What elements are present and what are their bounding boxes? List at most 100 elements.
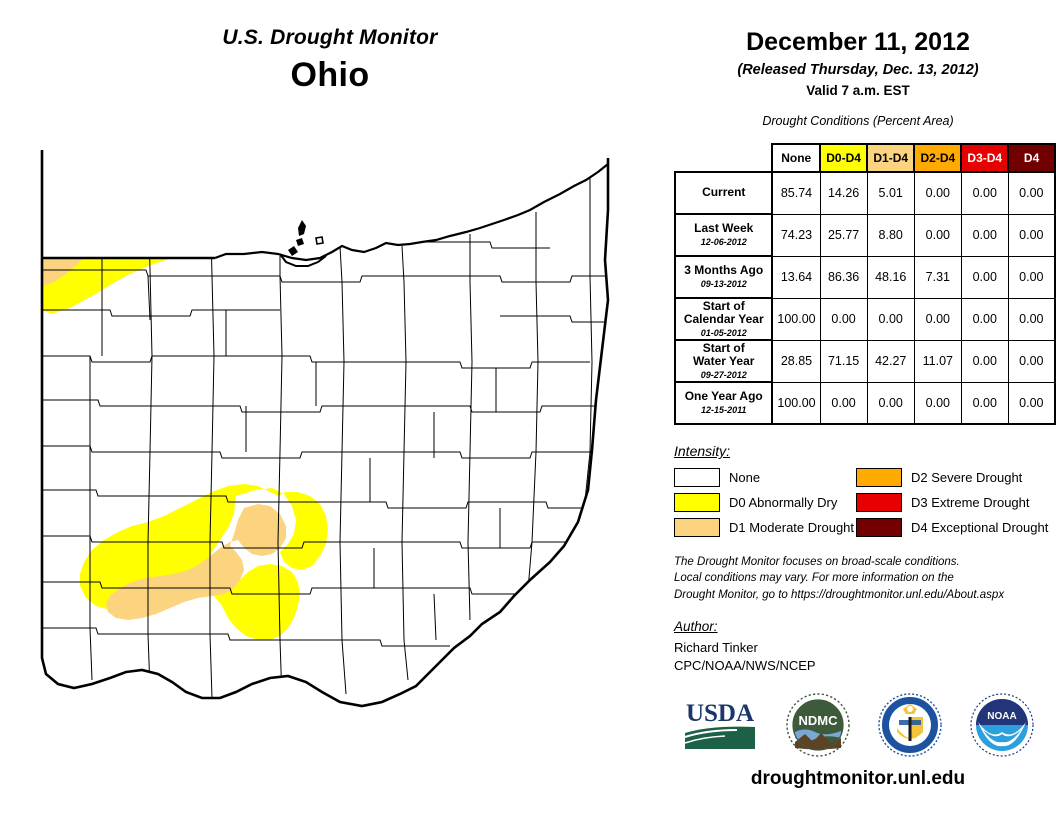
legend-item-d2[interactable]: D2 Severe Drought [856, 468, 1050, 487]
page-title: U.S. Drought Monitor [222, 26, 438, 49]
table-cell: 0.00 [960, 339, 1009, 383]
map-panel: U.S. Drought Monitor Ohio [0, 26, 660, 710]
state-name: Ohio [290, 56, 370, 94]
table-cell: 0.00 [913, 297, 962, 341]
usda-logo-text: USDA [686, 700, 754, 727]
legend-item-d1[interactable]: D1 Moderate Drought [674, 518, 856, 537]
legend-label-d3: D3 Extreme Drought [911, 495, 1030, 510]
ndmc-logo-text: NDMC [799, 713, 839, 728]
table-cell: 85.74 [771, 171, 821, 215]
table-cell: 42.27 [866, 339, 915, 383]
table-row-label: One Year Ago 12-15-2011 [673, 381, 774, 425]
legend-swatch-d2 [856, 468, 902, 487]
table-cell: 0.00 [866, 297, 915, 341]
table-cell: 0.00 [960, 297, 1009, 341]
table-cell: 100.00 [771, 297, 821, 341]
legend-item-d4[interactable]: D4 Exceptional Drought [856, 518, 1050, 537]
table-row-label: 3 Months Ago 09-13-2012 [673, 255, 774, 299]
legend-label-d0: D0 Abnormally Dry [729, 495, 838, 510]
table-column-header-d4: D4 [1007, 143, 1056, 173]
legend-swatch-d0 [674, 493, 720, 512]
usda-logo[interactable]: USDA [681, 697, 759, 758]
legend-item-none[interactable]: None [674, 468, 856, 487]
table-cell: 0.00 [960, 381, 1009, 425]
ohio-drought-map[interactable] [30, 150, 650, 710]
table-cell: 0.00 [913, 171, 962, 215]
table-cell: 71.15 [819, 339, 868, 383]
legend-label-d2: D2 Severe Drought [911, 470, 1023, 485]
table-row-label: Start of Water Year 09-27-2012 [673, 339, 774, 383]
table-column-header-none: None [771, 143, 822, 173]
table-header-row: None D0-D4 D1-D4 D2-D4 D3-D4 D4 [675, 143, 1056, 173]
table-column-header-d0-d4: D0-D4 [819, 143, 869, 173]
table-cell: 13.64 [771, 255, 821, 299]
intensity-heading: Intensity: [674, 443, 731, 459]
table-cell: 25.77 [819, 213, 868, 257]
noaa-logo-text: NOAA [987, 711, 1016, 722]
table-cell: 0.00 [1007, 213, 1056, 257]
table-row: Current 85.74 14.26 5.01 0.00 0.00 0.00 [673, 171, 1056, 215]
table-cell: 100.00 [771, 381, 821, 425]
table-cell: 5.01 [866, 171, 915, 215]
author-section: Author: Richard Tinker CPC/NOAA/NWS/NCEP [674, 619, 816, 674]
table-body: Current 85.74 14.26 5.01 0.00 0.00 0.00 Last We… [673, 171, 1056, 425]
table-row: Last Week 12-06-2012 74.23 25.77 8.80 0.00 0.0… [673, 213, 1056, 257]
author-organization: CPC/NOAA/NWS/NCEP [674, 657, 816, 673]
author-heading: Author: [674, 619, 718, 634]
table-cell: 74.23 [771, 213, 821, 257]
commerce-seal[interactable] [877, 692, 943, 763]
table-cell: 0.00 [819, 297, 868, 341]
legend-label-d4: D4 Exceptional Drought [911, 520, 1049, 535]
table-row: 3 Months Ago 09-13-2012 13.64 86.36 48.16 7.3… [673, 255, 1056, 299]
legend-item-d3[interactable]: D3 Extreme Drought [856, 493, 1050, 512]
legend-item-d0[interactable]: D0 Abnormally Dry [674, 493, 856, 512]
info-panel: December 11, 2012 (Released Thursday, De… [660, 0, 1056, 816]
logo-row: USDA NDMC [660, 692, 1056, 763]
drought-conditions-table: None D0-D4 D1-D4 D2-D4 D3-D4 D4 Current 85.74 1… [673, 143, 1056, 425]
table-cell: 0.00 [960, 171, 1009, 215]
table-row-label: Start of Calendar Year 01-05-2012 [673, 297, 774, 341]
author-name: Richard Tinker [674, 640, 758, 655]
table-cell: 7.31 [913, 255, 962, 299]
noaa-logo[interactable]: NOAA [969, 692, 1035, 763]
legend-label-d1: D1 Moderate Drought [729, 520, 855, 535]
table-cell: 0.00 [1007, 255, 1056, 299]
legend-label-none: None [729, 470, 761, 485]
table-row-date: 12-15-2011 [701, 405, 747, 416]
table-cell: 0.00 [913, 381, 962, 425]
map-title-block: U.S. Drought Monitor Ohio [0, 26, 660, 95]
table-cell: 0.00 [1007, 339, 1056, 383]
table-row: Start of Water Year 09-27-2012 28.85 71.15 42… [673, 339, 1056, 383]
date-block: December 11, 2012 (Released Thursday, De… [660, 0, 1056, 98]
table-row-label: Current [673, 171, 774, 215]
table-column-header-d2-d4: D2-D4 [913, 143, 963, 173]
table-row-date: 09-27-2012 [700, 370, 747, 381]
table-cell: 28.85 [771, 339, 821, 383]
table-cell: 14.26 [819, 171, 868, 215]
table-cell: 0.00 [819, 381, 868, 425]
table-cell: 0.00 [1007, 381, 1056, 425]
table-row-date: 09-13-2012 [700, 279, 747, 290]
table-header: None D0-D4 D1-D4 D2-D4 D3-D4 D4 [675, 143, 1056, 173]
legend-grid: None D2 Severe Drought D0 Abnormally Dry D3… [674, 468, 1050, 537]
table-cell: 11.07 [913, 339, 962, 383]
table-row-label: Last Week 12-06-2012 [673, 213, 774, 257]
table-cell: 0.00 [1007, 171, 1056, 215]
release-date: (Released Thursday, Dec. 13, 2012) [737, 62, 979, 78]
map-base-layer [42, 150, 608, 706]
ndmc-logo[interactable]: NDMC [785, 692, 851, 763]
disclaimer-line-3: Drought Monitor, go to https://droughtmo… [674, 588, 1005, 601]
table-caption: Drought Conditions (Percent Area) [762, 114, 954, 128]
table-cell: 86.36 [819, 255, 868, 299]
disclaimer-text: The Drought Monitor focuses on broad-sca… [674, 554, 1054, 603]
drought-area-d1-southwest [106, 504, 286, 620]
report-date: December 11, 2012 [746, 28, 970, 56]
table-row-date: 01-05-2012 [700, 328, 747, 339]
footer-url[interactable]: droughtmonitor.unl.edu [750, 768, 966, 789]
table-row-date: 12-06-2012 [700, 237, 747, 248]
table-column-header-d3-d4: D3-D4 [960, 143, 1010, 173]
table-cell: 8.80 [866, 213, 915, 257]
legend-swatch-d3 [856, 493, 902, 512]
table-cell: 48.16 [866, 255, 915, 299]
lake-erie-shoreline [214, 163, 609, 267]
